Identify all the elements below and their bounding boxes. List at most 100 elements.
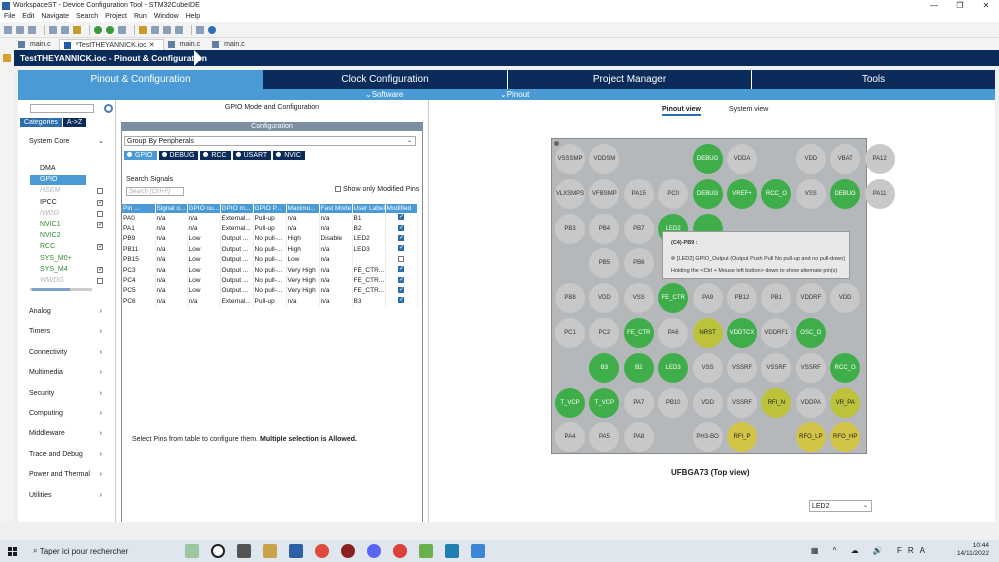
search-signals-input[interactable]: Search (Ctrl+F) <box>126 187 184 196</box>
column-header[interactable]: GPIO P... <box>253 204 287 213</box>
pin-ball[interactable]: PB5 <box>589 248 620 279</box>
table-row[interactable]: PA1 n/a n/a External... Pull-up n/a n/a B2 <box>122 223 418 234</box>
table-cell-modified[interactable] <box>385 264 418 276</box>
category-computing[interactable]: Computing › <box>29 408 114 420</box>
pin-ball[interactable]: DEBUG <box>692 144 723 174</box>
hammer-icon[interactable] <box>73 25 81 34</box>
tab-tools[interactable]: Tools <box>751 70 995 89</box>
menu-edit[interactable]: Edit <box>22 13 35 20</box>
discord-icon[interactable] <box>367 544 381 558</box>
menu-help[interactable]: Help <box>185 13 201 20</box>
pin-ball[interactable]: VR_PA <box>830 387 861 418</box>
table-cell-modified[interactable] <box>385 244 418 255</box>
column-header[interactable]: Modified <box>385 204 418 213</box>
peripheral-checkbox[interactable] <box>97 266 103 273</box>
pin-ball[interactable]: OSC_O <box>795 318 826 348</box>
peripheral-checkbox[interactable] <box>97 278 103 284</box>
back-icon[interactable] <box>163 25 171 34</box>
pin-ball[interactable]: PC1 <box>555 318 585 348</box>
chevron-down-icon[interactable]: ⌄ <box>98 138 104 145</box>
chrome-icon[interactable] <box>315 544 329 558</box>
pin-ball[interactable]: PC0 <box>658 178 689 209</box>
gear-icon[interactable] <box>49 25 57 34</box>
table-row[interactable]: PC5 n/a Low Output ... No pull-... Very High n… <box>122 285 418 297</box>
table-row[interactable]: PB11 n/a Low Output ... No pull-... High n/a LE… <box>122 244 418 255</box>
build-icon[interactable] <box>61 25 69 34</box>
show-modified-checkbox[interactable]: Show only Modified Pins <box>335 186 419 193</box>
signal-search-select[interactable]: LED2 ⌄ <box>809 500 872 512</box>
peripheral-dma[interactable]: DMA <box>40 165 56 172</box>
pin-ball[interactable]: PB12 <box>727 283 757 314</box>
pin-ball[interactable]: VDDTCX <box>727 318 757 348</box>
menu-project[interactable]: Project <box>105 13 127 20</box>
peripheral-sys-m0-[interactable]: SYS_M0+ <box>40 254 72 262</box>
column-header[interactable]: User Label <box>352 204 386 213</box>
pin-ball[interactable]: VDD <box>589 283 620 314</box>
table-cell-modified[interactable] <box>385 254 418 265</box>
pin-ball[interactable]: VSS <box>795 178 826 209</box>
pin-ball[interactable]: PC2 <box>589 318 620 348</box>
pin-ball[interactable]: B2 <box>623 352 654 383</box>
run-icon[interactable] <box>106 25 114 34</box>
peripheral-nvic2[interactable]: NVIC2 <box>40 232 61 240</box>
taskbar-search[interactable]: ⌕ Taper ici pour rechercher <box>33 546 129 556</box>
pin-ball[interactable]: VDD <box>692 387 723 418</box>
tab-usart[interactable]: USART <box>232 151 272 160</box>
pin-ball[interactable]: RCC_O <box>761 178 792 209</box>
modified-checkbox[interactable] <box>398 276 404 283</box>
pin-ball[interactable]: PH3-BO <box>692 422 723 453</box>
pin-ball[interactable]: VDDRF1 <box>761 318 792 348</box>
category-multimedia[interactable]: Multimedia › <box>29 367 114 379</box>
pin-ball[interactable]: RFI_N <box>761 387 792 418</box>
clock[interactable]: 10:44 14/11/2022 <box>957 542 989 558</box>
pin-ball[interactable]: PA12 <box>864 144 895 174</box>
pinout-menu[interactable]: ⌄ Pinout <box>500 90 530 99</box>
pin-ball[interactable]: PB6 <box>623 248 654 279</box>
pin-ball[interactable]: VDDA <box>727 144 757 174</box>
pin-ball[interactable]: PA8 <box>623 422 654 453</box>
category-power-and-thermal[interactable]: Power and Thermal › <box>29 469 114 481</box>
pin-ball[interactable]: VDDSM <box>589 144 620 174</box>
pin-ball[interactable]: B3 <box>589 352 620 383</box>
pin-ball[interactable]: PA11 <box>864 178 895 209</box>
modified-checkbox[interactable] <box>398 296 404 304</box>
pin-ball[interactable]: T_VCP <box>589 387 620 418</box>
table-row[interactable]: PA0 n/a n/a External... Pull-up n/a n/a B1 <box>122 213 418 224</box>
info-icon[interactable] <box>208 25 216 34</box>
peripheral-checkbox[interactable] <box>97 244 103 251</box>
pin-ball[interactable]: VBAT <box>830 144 861 174</box>
horizontal-scrollbar[interactable] <box>30 288 92 291</box>
windows-start-icon[interactable] <box>8 546 17 556</box>
column-header[interactable]: GPIO ou... <box>187 204 221 213</box>
modified-checkbox[interactable] <box>398 265 404 273</box>
tab-pinout-view[interactable]: Pinout view <box>662 106 701 116</box>
menu-file[interactable]: File <box>4 13 16 20</box>
new-icon[interactable] <box>4 25 12 34</box>
column-header[interactable]: Fast Mode <box>319 204 353 213</box>
file-explorer-icon[interactable] <box>263 544 277 558</box>
pin-ball[interactable]: PB10 <box>658 387 689 418</box>
peripheral-ipcc[interactable]: IPCC <box>40 198 57 206</box>
peripheral-checkbox[interactable] <box>97 222 103 228</box>
pin-ball[interactable]: VSSSMP <box>555 144 585 174</box>
pin-ball[interactable]: NRST <box>692 318 723 348</box>
peripheral-checkbox[interactable] <box>97 188 103 195</box>
software-packs-menu[interactable]: ⌄ Software Packs <box>365 89 403 110</box>
category-trace-and-debug[interactable]: Trace and Debug › <box>29 449 114 461</box>
peripheral-iwdg[interactable]: IWDG <box>40 209 60 217</box>
app-icon-red[interactable] <box>341 544 355 558</box>
group-by-select[interactable]: Group By Peripherals ⌄ <box>124 136 416 146</box>
modified-checkbox[interactable] <box>398 234 404 241</box>
menu-navigate[interactable]: Navigate <box>41 13 69 20</box>
forward-icon[interactable] <box>175 25 183 34</box>
pin-ball[interactable]: VSSRF <box>727 387 757 418</box>
pin-ball[interactable]: PA15 <box>623 178 654 209</box>
table-row[interactable]: PB15 n/a Low Output ... No pull-... Low n/a <box>122 254 418 265</box>
tab-categories[interactable]: Categories <box>20 118 62 127</box>
pin-ball[interactable]: VSSRF <box>761 352 792 383</box>
pin-ball[interactable]: PB4 <box>589 213 620 244</box>
column-header[interactable]: Maximu... <box>286 204 320 213</box>
modified-checkbox[interactable] <box>398 244 404 252</box>
table-row[interactable]: PC4 n/a Low Output ... No pull-... Very High n… <box>122 275 418 286</box>
pin-ball[interactable]: FE_CTR <box>658 283 689 314</box>
